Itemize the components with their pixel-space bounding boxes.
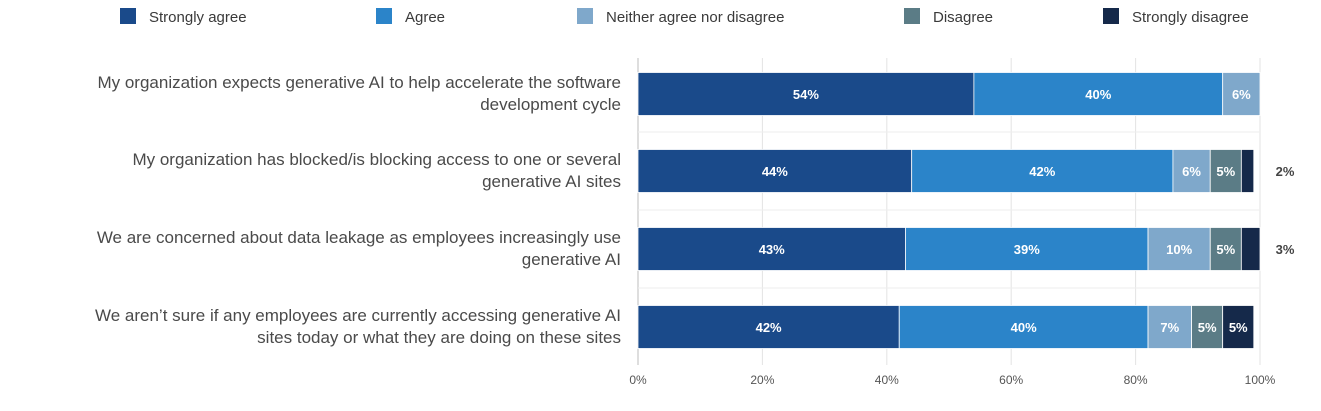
x-tick-label: 80% xyxy=(1124,373,1148,387)
bar-segment xyxy=(1147,227,1211,271)
bar-segment xyxy=(905,227,1149,271)
x-tick-label: 20% xyxy=(750,373,774,387)
bar-segment xyxy=(1209,149,1242,193)
data-label: 5% xyxy=(1216,242,1235,257)
legend-label: Neither agree nor disagree xyxy=(606,9,784,26)
legend-label: Strongly agree xyxy=(149,9,247,26)
legend-label: Agree xyxy=(405,9,445,26)
category-label-line: My organization has blocked/is blocking … xyxy=(132,150,621,169)
category-label: We aren’t sure if any employees are curr… xyxy=(95,306,621,347)
legend: Strongly agree Agree Neither agree nor dis… xyxy=(120,8,1249,26)
legend-label: Disagree xyxy=(933,9,993,26)
legend-item: Agree xyxy=(376,8,445,26)
bar-segment xyxy=(1191,305,1224,349)
category-label: My organization has blocked/is blocking … xyxy=(132,150,621,191)
data-label: 44% xyxy=(762,164,788,179)
category-label: My organization expects generative AI to… xyxy=(97,73,621,114)
data-label: 43% xyxy=(759,242,785,257)
legend-swatch xyxy=(1103,8,1119,24)
bar-segment xyxy=(1147,305,1192,349)
category-label: We are concerned about data leakage as e… xyxy=(97,228,621,269)
data-label: 40% xyxy=(1085,87,1111,102)
legend-item: Strongly disagree xyxy=(1103,8,1249,26)
data-label: 3% xyxy=(1276,242,1295,257)
data-label: 7% xyxy=(1160,320,1179,335)
category-label-line: We aren’t sure if any employees are curr… xyxy=(95,306,621,325)
legend-swatch xyxy=(577,8,593,24)
data-label: 6% xyxy=(1182,164,1201,179)
data-label: 5% xyxy=(1216,164,1235,179)
data-label: 5% xyxy=(1229,320,1248,335)
x-tick-label: 100% xyxy=(1245,373,1276,387)
bar-segment xyxy=(898,305,1149,349)
category-label-line: My organization expects generative AI to… xyxy=(97,73,621,92)
legend-label: Strongly disagree xyxy=(1132,9,1249,26)
legend-item: Strongly agree xyxy=(120,8,247,26)
bar-segment xyxy=(1222,72,1261,116)
category-label-line: sites today or what they are doing on th… xyxy=(257,328,621,347)
data-label: 54% xyxy=(793,87,819,102)
category-label-line: generative AI xyxy=(522,250,621,269)
data-label: 42% xyxy=(756,320,782,335)
bars: 54% 40% 6% 44% 42% 6% 5% 2% 43% 39% 10% 5% 3% 42% 40% 7… xyxy=(637,72,1295,349)
legend-item: Disagree xyxy=(904,8,993,26)
bar-segment xyxy=(637,227,906,271)
bar-segment xyxy=(1222,305,1255,349)
x-axis-ticks: 0% 20% 40% 60% 80% 100% xyxy=(629,373,1275,387)
category-label-line: We are concerned about data leakage as e… xyxy=(97,228,621,247)
category-label-line: generative AI sites xyxy=(482,172,621,191)
data-label: 10% xyxy=(1166,242,1192,257)
legend-swatch xyxy=(904,8,920,24)
x-tick-label: 0% xyxy=(629,373,647,387)
x-tick-label: 40% xyxy=(875,373,899,387)
data-label: 5% xyxy=(1198,320,1217,335)
data-label: 6% xyxy=(1232,87,1251,102)
x-tick-label: 60% xyxy=(999,373,1023,387)
legend-item: Neither agree nor disagree xyxy=(577,8,784,26)
bar-segment xyxy=(1240,227,1261,271)
bar-segment xyxy=(1209,227,1242,271)
bar-segment xyxy=(637,305,900,349)
category-label-line: development cycle xyxy=(480,95,621,114)
category-labels: My organization expects generative AI to… xyxy=(95,73,621,347)
data-label: 42% xyxy=(1029,164,1055,179)
bar-segment xyxy=(1172,149,1211,193)
bar-segment xyxy=(1240,149,1255,193)
bar-segment xyxy=(973,72,1224,116)
data-label: 39% xyxy=(1014,242,1040,257)
data-label: 2% xyxy=(1276,164,1295,179)
legend-swatch xyxy=(120,8,136,24)
data-label: 40% xyxy=(1011,320,1037,335)
legend-swatch xyxy=(376,8,392,24)
